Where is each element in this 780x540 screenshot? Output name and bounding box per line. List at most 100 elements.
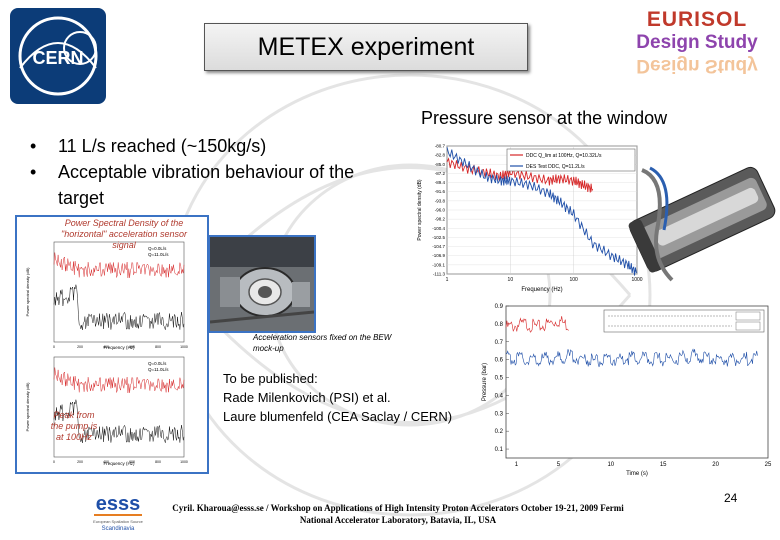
psd-panel-legend: Q=11.0L/s [148, 252, 169, 257]
cern-logo-text: CERN [32, 48, 83, 68]
psd-caption: Power Spectral Density of the "horizonta… [61, 218, 187, 250]
psd-y-tick: -82.8 [435, 153, 446, 158]
psd-panel-x-tick: 200 [77, 460, 83, 464]
psd-y-tick: -89.4 [435, 180, 446, 185]
psd-y-tick: -102.5 [432, 235, 445, 240]
time-y-tick: 0.4 [495, 393, 504, 399]
psd-panel-y-label: Power spectral density (dB) [25, 382, 30, 432]
time-y-tick: 0.5 [495, 376, 504, 382]
footer-line: Cyril. Kharoua@esss.se / Workshop on App… [172, 503, 624, 513]
peak-caption: Peak from the pump is at 100Hz [50, 410, 98, 442]
publication-line: Rade Milenkovich (PSI) et al. [223, 390, 391, 405]
footer-text: Cyril. Kharoua@esss.se / Workshop on App… [143, 502, 653, 526]
psd-panel-legend: Q=11.0L/s [148, 367, 169, 372]
time-x-tick: 20 [712, 462, 719, 468]
psd-panel-x-tick: 800 [155, 345, 161, 349]
psd-panel-series [53, 367, 185, 393]
time-x-tick: 25 [765, 462, 772, 468]
psd-panel-x-tick: 400 [103, 460, 109, 464]
psd-panel-y-label: Power spectral density (dB) [25, 267, 30, 317]
page-number: 24 [724, 491, 738, 505]
psd-legend-entry: DDC Q_lim at 100Hz, Q=10.32L/s [526, 153, 602, 159]
pressure-time-chart: 0.90.80.70.60.50.40.30.20.1 1 5 10 15 20 25 T… [482, 304, 772, 477]
esss-logo-subtitle: European Spallation Source [93, 519, 144, 524]
psd-y-label: Power spectral density (dB) [417, 179, 423, 240]
psd-x-tick: 1 [446, 277, 449, 283]
psd-y-tick: -106.9 [432, 253, 445, 258]
psd-panel-plots: 0 200 400 600 800 1000 0 200 400 600 800 1000 Q=0.… [25, 241, 188, 466]
time-y-tick: 0.6 [495, 358, 504, 364]
time-y-tick: 0.7 [495, 340, 504, 346]
esss-logo-subtitle: Scandinavia [102, 526, 135, 532]
esss-logo: esss European Spallation Source Scandina… [93, 493, 144, 532]
pressure-psd-chart: -80.7 -82.8 -85.0 -87.2 -89.4 -91.6 -93.8 -96.0… [417, 144, 643, 294]
time-y-tick: 0.3 [495, 411, 504, 417]
eurisol-logo-line1: EURISOL [646, 8, 748, 31]
psd-legend-entry: DES Test DDC, Q=11.2L/s [526, 164, 585, 170]
time-x-tick: 10 [607, 462, 614, 468]
psd-panel-x-tick: 400 [103, 345, 109, 349]
time-x-label: Time (s) [626, 471, 648, 477]
mockup-photo [208, 235, 316, 333]
psd-series-line [446, 157, 594, 193]
eurisol-logo-line2: Design Study [636, 32, 758, 53]
eurisol-logo: EURISOL Design Study Design Study [622, 8, 772, 76]
time-y-tick: 0.8 [495, 322, 504, 328]
psd-panel-x-tick: 1000 [180, 345, 188, 349]
psd-x-tick: 10 [508, 277, 514, 283]
time-x-tick: 15 [660, 462, 667, 468]
psd-panel-x-label: Frequency (Hz) [103, 345, 135, 350]
bullet-list: 11 L/s reached (~150kg/s) Acceptable vib… [30, 133, 370, 211]
psd-x-tick: 1000 [631, 277, 642, 283]
psd-y-tick: -87.2 [435, 171, 446, 176]
time-y-label: Pressure (bar) [482, 363, 488, 401]
psd-panel-x-tick: 1000 [180, 460, 188, 464]
publication-line: Laure blumenfeld (CEA Saclay / CERN) [223, 409, 453, 424]
psd-y-tick: -100.4 [432, 226, 445, 231]
psd-panel-series [53, 399, 185, 444]
psd-y-tick: -96.0 [435, 208, 446, 213]
psd-panel-series [53, 252, 185, 278]
target-drawing [628, 166, 776, 282]
psd-y-tick: -109.1 [432, 262, 445, 267]
time-y-tick: 0.2 [495, 429, 504, 435]
bullet-item: Acceptable vibration behaviour of the ta… [30, 159, 370, 211]
psd-panel-x-tick: 0 [53, 345, 55, 349]
publication-note: To be published: Rade Milenkovich (PSI) … [223, 369, 452, 426]
pressure-sensor-heading: Pressure sensor at the window [421, 108, 668, 128]
psd-image-panel: 0 200 400 600 800 1000 0 200 400 600 800 1000 Q=0.… [15, 215, 209, 474]
psd-panel-x-label: Frequency (Hz) [103, 461, 135, 466]
psd-y-tick: -85.0 [435, 162, 446, 167]
psd-y-tick: -104.7 [432, 244, 445, 249]
psd-panel-x-tick: 0 [53, 460, 55, 464]
psd-x-label: Frequency (Hz) [521, 287, 562, 293]
time-x-tick: 1 [515, 462, 519, 468]
psd-series-line [446, 147, 638, 276]
psd-y-tick: -91.6 [435, 189, 446, 194]
psd-panel-legend: Q=0.0L/s [148, 361, 167, 366]
psd-panel-legend: Q=0.0L/s [148, 246, 167, 251]
esss-logo-text: esss [96, 493, 141, 515]
psd-y-tick: -111.3 [433, 272, 446, 277]
footer-line: National Accelerator Laboratory, Batavia… [299, 515, 497, 525]
cern-logo: CERN [10, 8, 106, 104]
psd-panel-x-tick: 200 [77, 345, 83, 349]
accel-caption: Acceleration sensors fixed on the BEW mo… [253, 333, 392, 353]
time-series-line [505, 316, 569, 333]
psd-panel-x-tick: 600 [129, 345, 135, 349]
time-series-line [505, 348, 758, 368]
slide-title: METEX experiment [204, 23, 528, 71]
psd-panel-x-tick: 600 [129, 460, 135, 464]
time-x-tick: 5 [557, 462, 561, 468]
publication-line: To be published: [223, 371, 318, 386]
psd-y-tick: -93.8 [435, 198, 446, 203]
psd-panel-x-tick: 800 [155, 460, 161, 464]
psd-y-tick: -80.7 [435, 144, 446, 149]
time-y-tick: 0.1 [495, 447, 504, 453]
psd-y-tick: -98.2 [435, 217, 446, 222]
psd-x-tick: 100 [569, 277, 578, 283]
psd-panel-series [53, 284, 185, 331]
eurisol-logo-mirror: Design Study [636, 55, 758, 76]
time-y-tick: 0.9 [495, 304, 504, 310]
bullet-item: 11 L/s reached (~150kg/s) [30, 133, 370, 159]
